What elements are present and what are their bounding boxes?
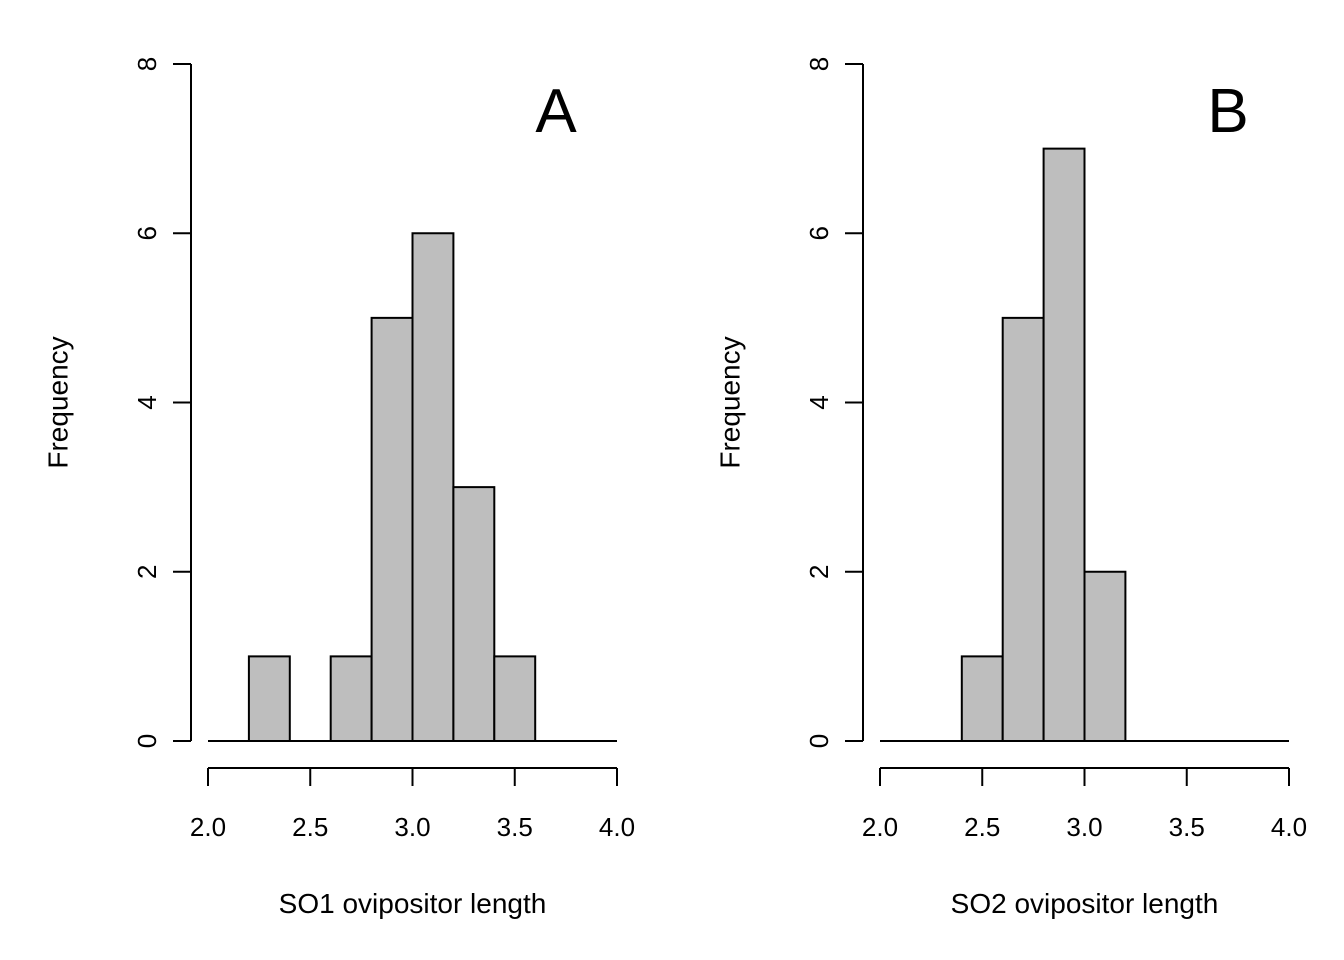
y-tick-label: 2 <box>804 565 834 579</box>
y-tick-label: 6 <box>804 226 834 240</box>
x-tick-label: 3.0 <box>1066 812 1102 842</box>
histogram-bar <box>960 655 1004 742</box>
x-axis-title: SO1 ovipositor length <box>279 888 547 919</box>
histogram-bar <box>1042 147 1086 742</box>
x-tick-label: 3.0 <box>394 812 430 842</box>
panel-b: 0 2 4 6 8 2.0 2.5 3.0 3.5 4.0 SO2 ovipositor lengt… <box>715 57 1308 919</box>
histogram-bar <box>370 316 414 742</box>
histogram-bar <box>452 486 496 742</box>
histogram-bar <box>329 655 373 742</box>
y-tick-label: 4 <box>804 395 834 409</box>
histogram-bar <box>247 655 291 742</box>
x-tick-label: 3.5 <box>497 812 533 842</box>
x-tick-label: 3.5 <box>1169 812 1205 842</box>
x-axis-title: SO2 ovipositor length <box>951 888 1219 919</box>
panel-label: B <box>1207 77 1248 146</box>
histogram-bar <box>1001 316 1045 742</box>
panel-a: 0 2 4 6 8 2.0 2.5 3.0 3.5 4.0 SO1 ovipositor lengt… <box>43 57 636 919</box>
panel-label: A <box>535 77 577 146</box>
y-tick-label: 6 <box>132 226 162 240</box>
y-axis-title: Frequency <box>715 336 746 468</box>
y-tick-label: 0 <box>132 734 162 748</box>
x-tick-label: 2.5 <box>964 812 1000 842</box>
histogram-bar <box>411 232 455 742</box>
x-tick-label: 4.0 <box>1271 812 1307 842</box>
x-tick-label: 4.0 <box>599 812 635 842</box>
y-tick-label: 0 <box>804 734 834 748</box>
y-tick-label: 4 <box>132 395 162 409</box>
x-tick-label: 2.5 <box>292 812 328 842</box>
histogram-bar <box>1083 570 1127 742</box>
y-axis-title: Frequency <box>43 336 74 468</box>
y-tick-label: 2 <box>132 565 162 579</box>
y-tick-label: 8 <box>132 57 162 71</box>
x-tick-label: 2.0 <box>862 812 898 842</box>
x-tick-label: 2.0 <box>190 812 226 842</box>
y-tick-label: 8 <box>804 57 834 71</box>
histogram-bar <box>493 655 537 742</box>
